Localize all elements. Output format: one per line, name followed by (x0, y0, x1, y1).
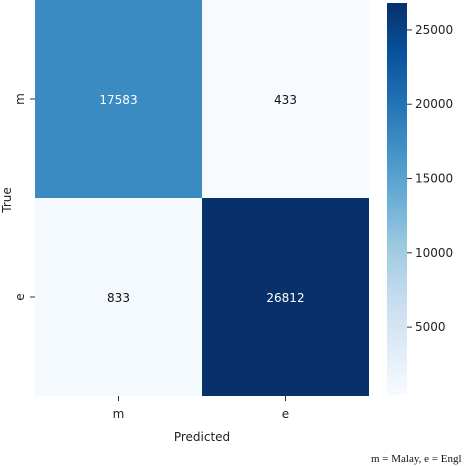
cell-value-label: 433 (274, 93, 297, 107)
heatmap-cells (35, 0, 369, 396)
heatmap-cell-m-e (202, 0, 369, 198)
y-axis-title: True (0, 187, 14, 214)
heatmap-cell-e-m (35, 198, 202, 396)
figure-caption: m = Malay, e = Engl (371, 453, 462, 465)
colorbar-tick-label: 15000 (415, 172, 453, 186)
y-tick-label: m (13, 93, 27, 105)
x-axis-title: Predicted (174, 430, 230, 444)
colorbar (387, 3, 407, 395)
x-tick-label: m (113, 407, 125, 421)
cell-value-label: 17583 (99, 93, 137, 107)
colorbar-tick-label: 20000 (415, 97, 453, 111)
cell-value-label: 26812 (266, 291, 304, 305)
colorbar-tick-label: 25000 (415, 23, 453, 37)
colorbar-tick-label: 10000 (415, 246, 453, 260)
x-tick-label: e (282, 407, 289, 421)
y-tick-label: e (13, 293, 27, 300)
colorbar-ticks: 5000 10000 15000 20000 25000 (407, 23, 453, 334)
heatmap-cell-m-m (35, 0, 202, 198)
colorbar-tick-label: 5000 (415, 320, 446, 334)
cell-value-label: 833 (107, 291, 130, 305)
heatmap-labels: 17583 433 833 26812 m e m e (13, 93, 305, 421)
heatmap-cell-e-e (202, 198, 369, 396)
